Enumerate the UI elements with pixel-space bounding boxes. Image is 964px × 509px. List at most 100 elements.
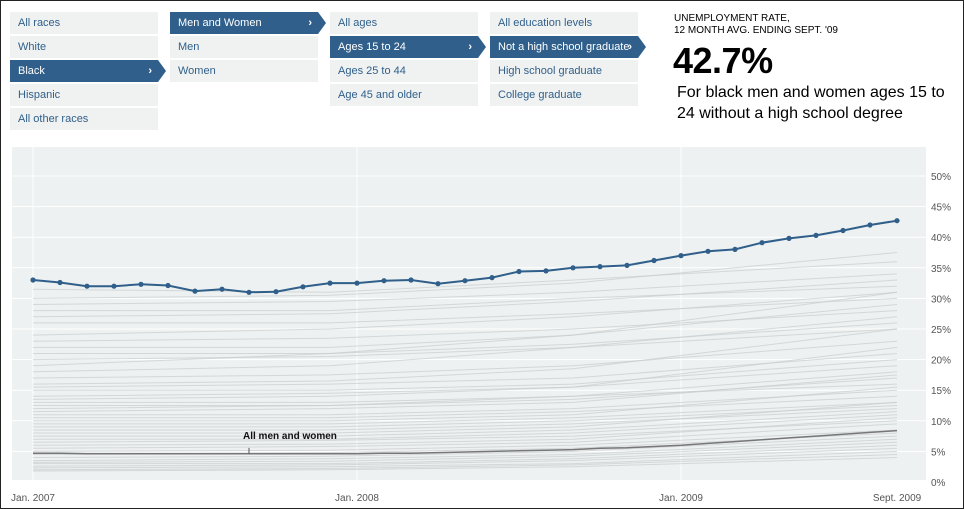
- age-option-label: Ages 15 to 24: [338, 41, 406, 53]
- background-series-line: [32, 273, 898, 305]
- background-series-line: [32, 328, 898, 385]
- education-option-label: Not a high school graduate: [498, 41, 630, 53]
- age-option-label: Ages 25 to 44: [338, 65, 406, 77]
- highlighted-series-point: [57, 279, 63, 286]
- rate-value: 42.7%: [673, 40, 773, 81]
- sex-option[interactable]: Women: [170, 60, 318, 82]
- background-series-line: [32, 252, 898, 299]
- sex-option[interactable]: Men: [170, 36, 318, 58]
- race-option[interactable]: All other races: [10, 108, 158, 130]
- y-tick-label: 25%: [931, 325, 951, 336]
- education-option-label: All education levels: [498, 17, 593, 29]
- highlighted-series-point: [624, 262, 630, 268]
- highlighted-series-point: [732, 246, 738, 252]
- y-tick-label: 30%: [931, 294, 951, 305]
- education-option[interactable]: High school graduate: [490, 60, 638, 82]
- background-series-line: [33, 411, 898, 437]
- highlighted-series-point: [813, 232, 819, 238]
- background-series-line: [32, 340, 898, 379]
- plot-area: [12, 147, 926, 480]
- background-series-line: [33, 371, 898, 403]
- background-series-line: [32, 316, 898, 373]
- highlighted-series-point: [759, 240, 765, 246]
- background-series-line: [33, 444, 898, 465]
- education-option[interactable]: College graduate: [490, 84, 638, 106]
- highlighted-series-point: [354, 280, 360, 286]
- highlighted-series-point: [840, 227, 846, 234]
- education-filter-menu: All education levels Not a high school gr…: [490, 12, 646, 108]
- highlighted-series-point: [543, 268, 549, 274]
- education-option[interactable]: Not a high school graduate ›: [490, 36, 646, 58]
- highlighted-series-point: [111, 283, 117, 289]
- chevron-right-icon: ›: [308, 17, 312, 29]
- race-option[interactable]: Black ›: [10, 60, 166, 82]
- sex-option[interactable]: Men and Women ›: [170, 12, 326, 34]
- background-series-line: [32, 261, 898, 293]
- highlighted-series-point: [327, 280, 333, 286]
- education-option[interactable]: All education levels: [490, 12, 638, 34]
- highlighted-series-point: [651, 257, 657, 264]
- highlighted-series-point: [246, 289, 252, 295]
- rate-label-line1: UNEMPLOYMENT RATE,: [674, 13, 790, 24]
- x-tick-label: Jan. 2009: [659, 493, 703, 504]
- highlighted-series-point: [300, 284, 306, 290]
- background-series-line: [32, 353, 898, 388]
- rate-label-line2: 12 MONTH AVG. ENDING SEPT. '09: [674, 25, 838, 36]
- background-series-line: [32, 457, 898, 472]
- education-option-label: College graduate: [498, 89, 582, 101]
- chevron-right-icon: ›: [148, 65, 152, 77]
- background-series-line: [32, 328, 898, 361]
- background-series-line: [32, 454, 898, 471]
- education-option-label: High school graduate: [498, 65, 602, 77]
- x-tick-label: Jan. 2007: [11, 493, 55, 504]
- race-option-label: White: [18, 41, 47, 53]
- age-filter-menu: All ages Ages 15 to 24 › Ages 25 to 44 Age 4…: [330, 12, 486, 108]
- highlighted-series-point: [84, 283, 90, 289]
- y-tick-label: 45%: [931, 203, 951, 214]
- background-series-line: [33, 395, 898, 419]
- background-series-line: [32, 435, 898, 458]
- sex-option-label: Men and Women: [178, 17, 262, 29]
- baseline-series-label: All men and women: [243, 431, 337, 442]
- background-series-line: [33, 297, 898, 324]
- background-series-line: [33, 408, 898, 431]
- background-series-line: [32, 450, 898, 469]
- race-option-label: All other races: [18, 113, 89, 125]
- race-option[interactable]: White: [10, 36, 158, 58]
- highlighted-series-point: [516, 268, 522, 275]
- highlighted-series-point: [165, 282, 171, 289]
- y-tick-label: 20%: [931, 356, 951, 367]
- race-option[interactable]: All races: [10, 12, 158, 34]
- y-tick-label: 0%: [931, 478, 946, 489]
- race-option[interactable]: Hispanic: [10, 84, 158, 106]
- background-series-line: [32, 423, 898, 449]
- highlighted-series-point: [786, 235, 792, 241]
- background-series-line: [32, 374, 898, 413]
- background-series-line: [33, 405, 898, 428]
- y-tick-label: 10%: [931, 417, 951, 428]
- race-option-label: All races: [18, 17, 61, 29]
- background-series-line: [32, 291, 898, 367]
- age-option[interactable]: Age 45 and older: [330, 84, 478, 106]
- rate-description: For black men and women ages 15 to 24 wi…: [677, 84, 945, 122]
- background-series-line: [32, 441, 898, 463]
- age-option[interactable]: Ages 25 to 44: [330, 60, 478, 82]
- background-series-line: [33, 401, 898, 434]
- sex-option-label: Women: [178, 65, 216, 77]
- highlighted-series-point: [597, 264, 603, 270]
- highlighted-series-point: [273, 289, 279, 295]
- highlighted-series-point: [138, 281, 144, 287]
- background-series-line: [33, 359, 898, 391]
- background-series-line: [32, 346, 898, 400]
- age-option[interactable]: All ages: [330, 12, 478, 34]
- age-option[interactable]: Ages 15 to 24 ›: [330, 36, 486, 58]
- background-series-line: [32, 365, 898, 397]
- race-filter-menu: All races White Black › Hispanic All other ra…: [10, 12, 166, 132]
- race-option-label: Black: [18, 65, 45, 77]
- background-series-line: [32, 291, 898, 336]
- highlighted-series-point: [489, 275, 495, 281]
- highlighted-series-point: [705, 248, 711, 254]
- y-tick-label: 35%: [931, 264, 951, 275]
- background-series-line: [32, 447, 898, 467]
- age-option-label: All ages: [338, 17, 378, 29]
